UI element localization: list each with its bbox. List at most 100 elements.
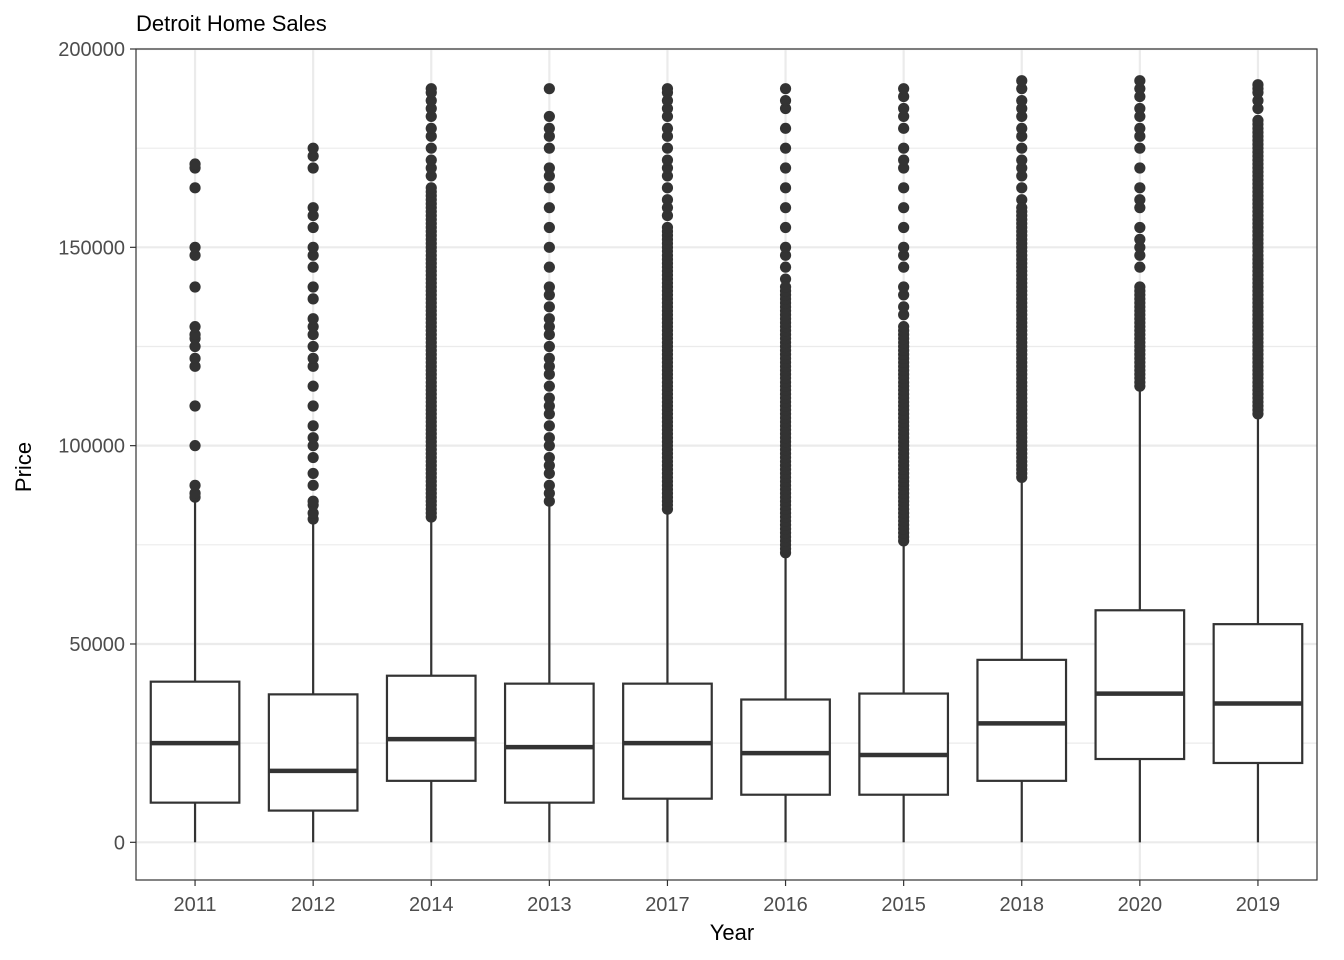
outlier-point <box>543 487 555 499</box>
outlier-point <box>189 440 201 452</box>
outlier-point <box>898 142 910 154</box>
outlier-point <box>189 321 201 333</box>
outlier-point <box>1016 130 1028 142</box>
outlier-point <box>543 110 555 123</box>
outlier-point <box>1016 75 1028 87</box>
outlier-point <box>543 392 555 404</box>
box-iqr <box>1094 609 1186 761</box>
outlier-point <box>189 479 201 491</box>
y-tick-label: 150000 <box>58 237 125 259</box>
outlier-point <box>661 102 674 115</box>
y-tick-label: 200000 <box>58 39 125 61</box>
outlier-point <box>425 122 437 134</box>
outlier-point <box>661 142 674 154</box>
box-2019 <box>1212 79 1304 843</box>
outlier-point <box>543 495 555 507</box>
panel-border <box>135 48 1318 881</box>
x-tick-label: 2012 <box>291 894 336 916</box>
outlier-point <box>779 182 792 194</box>
y-tick-label: 50000 <box>69 634 125 656</box>
outlier-point <box>543 221 555 234</box>
outlier-point <box>543 328 555 341</box>
x-tick-label: 2016 <box>763 894 808 916</box>
outlier-point <box>898 162 910 174</box>
y-tick-label: 0 <box>114 832 125 854</box>
box-2013 <box>503 83 595 843</box>
x-tick-label: 2013 <box>527 894 572 916</box>
box-iqr <box>267 693 359 812</box>
outlier-point <box>425 162 437 174</box>
outlier-point <box>189 360 201 372</box>
outlier-point <box>189 400 201 412</box>
outlier-point <box>898 301 910 313</box>
outlier-point <box>307 467 319 480</box>
outlier-point <box>898 289 910 301</box>
outlier-point <box>307 293 319 305</box>
outlier-point <box>1016 170 1028 182</box>
x-tick-label: 2014 <box>409 894 454 916</box>
y-tick-label: 100000 <box>58 436 125 458</box>
outlier-point <box>779 221 792 234</box>
outlier-point <box>307 400 319 412</box>
outlier-point <box>189 249 201 261</box>
outlier-point <box>898 154 910 166</box>
outlier-point <box>543 400 555 412</box>
box-iqr <box>503 682 595 804</box>
outlier-point <box>661 194 674 206</box>
outlier-point <box>1252 94 1264 107</box>
boxes <box>149 75 1304 843</box>
outlier-point <box>307 440 319 452</box>
outlier-point <box>307 420 319 432</box>
outlier-point <box>898 309 910 321</box>
outlier-point <box>898 110 910 123</box>
outlier-point <box>898 261 910 273</box>
outlier-point <box>1016 154 1028 166</box>
outlier-point <box>1134 233 1146 245</box>
outlier-point <box>307 451 319 464</box>
box-iqr <box>976 658 1068 782</box>
outlier-point <box>1016 83 1028 95</box>
y-axis-ticks: 0 50000 100000 150000 200000 <box>58 39 136 854</box>
outlier-point <box>307 202 319 214</box>
x-axis-ticks: 2011 2012 2014 2013 2017 2016 2015 2018 2020 2019 <box>174 880 1280 916</box>
outlier-point <box>898 90 910 103</box>
outlier-point <box>661 202 674 214</box>
outlier-point <box>661 209 674 222</box>
outlier-point <box>543 360 555 372</box>
box-2018 <box>976 75 1068 843</box>
outlier-point <box>307 221 319 234</box>
outlier-point <box>307 360 319 372</box>
x-axis-title: Year <box>710 920 754 945</box>
outlier-point <box>307 241 319 253</box>
outlier-point <box>898 102 910 115</box>
outlier-point <box>189 352 201 364</box>
outlier-point <box>307 209 319 222</box>
outlier-point <box>898 221 910 234</box>
outlier-point <box>543 83 555 95</box>
outlier-point <box>307 340 319 353</box>
outlier-point <box>898 182 910 194</box>
outlier-point <box>543 479 555 491</box>
outlier-point <box>189 182 201 194</box>
outlier-point <box>543 130 555 142</box>
outlier-point <box>779 281 792 293</box>
outlier-point <box>661 83 674 95</box>
outlier-point <box>779 273 792 285</box>
outlier-point <box>307 352 319 364</box>
outlier-point <box>1134 110 1146 123</box>
outlier-point <box>1134 182 1146 194</box>
x-tick-label: 2017 <box>645 894 690 916</box>
outlier-point <box>307 328 319 341</box>
outlier-point <box>543 241 555 253</box>
outlier-point <box>779 94 792 107</box>
outlier-point <box>307 321 319 333</box>
outlier-point <box>543 313 555 325</box>
chart-title: Detroit Home Sales <box>136 11 327 36</box>
outlier-point <box>543 440 555 452</box>
outlier-point <box>1134 90 1146 103</box>
box-2016 <box>740 83 831 843</box>
outlier-point <box>543 451 555 464</box>
outlier-point <box>898 321 910 333</box>
outlier-point <box>1134 122 1146 134</box>
outlier-point <box>425 102 437 115</box>
